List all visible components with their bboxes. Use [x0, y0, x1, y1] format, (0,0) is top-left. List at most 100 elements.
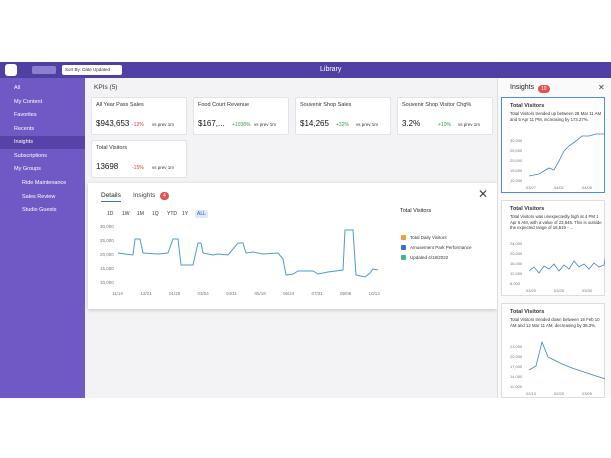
range-button[interactable]: 1Y	[182, 211, 189, 217]
details-panel: Details Insights 4 ✕ Total Visitors 1D 1W…	[88, 183, 497, 309]
insight-chart	[528, 340, 605, 380]
kpi-compare: vs prev 1m	[152, 122, 175, 127]
group-item[interactable]: Studio Guests	[22, 207, 57, 213]
kpi-compare: vs prev 1m	[254, 122, 277, 127]
insight-chart	[528, 257, 605, 274]
x-tick-label: 09/06	[340, 291, 352, 296]
close-insights[interactable]: ✕	[598, 83, 605, 92]
close-button[interactable]: ✕	[478, 187, 489, 201]
legend-icon	[401, 235, 406, 240]
x-tick-label: 10/13	[368, 291, 380, 296]
y-tick-label: 11,000	[510, 384, 522, 389]
nav-item[interactable]: Favorites	[14, 112, 37, 118]
kpi-compare: vs prev 1m	[356, 122, 379, 127]
y-tick-label: 10,000	[510, 178, 523, 183]
y-tick-label: 16,000	[510, 261, 523, 266]
range-button[interactable]: 1M	[137, 211, 144, 217]
kpi-card[interactable]: Souvenir Shop Sales $14,265 +32% vs prev 1m	[295, 97, 391, 135]
view-toggle[interactable]	[32, 66, 56, 74]
x-tick-label: 03/09	[582, 391, 593, 396]
kpi-compare: vs prev 1m	[458, 122, 481, 127]
kpi-change: +1038%	[232, 122, 251, 128]
kpi-title: Total Visitors	[96, 145, 128, 151]
kpi-value: 13698	[96, 162, 119, 171]
kpi-change: +32%	[336, 122, 349, 128]
kpi-card[interactable]: Food Court Revenue $167,... +1038% vs prev …	[193, 97, 289, 135]
line	[528, 133, 604, 177]
nav-item[interactable]: Subscriptions	[14, 152, 48, 159]
insight-card[interactable]: Total Visitors Total Visitors was unexpec…	[501, 200, 605, 296]
kpi-card[interactable]: Souvenir Shop Visitor Chg% 3.2% +10% vs pre…	[397, 97, 493, 135]
kpi-heading: KPIs (5)	[94, 84, 118, 91]
kpi-title: Food Court Revenue	[198, 102, 250, 108]
x-tick-label: 03/04	[197, 291, 209, 296]
nav-item[interactable]: My Content	[14, 98, 43, 105]
top-bar: Sort By: Date Updated Library	[0, 62, 611, 78]
y-tick-label: 24,000	[510, 241, 523, 246]
insight-card[interactable]: Total Visitors Total Visitors trended dow…	[501, 303, 605, 398]
legend-item: Amusement Park Performance	[410, 245, 472, 250]
legend-item: Total Daily Visitors	[410, 235, 447, 240]
insight-card[interactable]: Total Visitors Total Visitors trended up …	[501, 97, 605, 193]
y-tick-label: 30,000	[100, 224, 114, 229]
kpi-value: 3.2%	[402, 119, 421, 128]
range-button[interactable]: 1Q	[152, 211, 159, 217]
insight-chart	[528, 133, 604, 177]
kpi-value: $14,265	[300, 119, 329, 128]
y-tick-label: 25,000	[100, 238, 114, 243]
range-button[interactable]: 1D	[107, 211, 114, 217]
x-tick-label: 04/05	[582, 185, 593, 190]
insights-title: Insights	[510, 84, 535, 91]
y-tick-label: 20,000	[100, 252, 114, 257]
insight-text: Total Visitors trended down between 16 F…	[510, 317, 600, 328]
y-tick-label: 25,000	[510, 148, 523, 153]
x-tick-label: 03/25	[554, 288, 565, 293]
y-tick-label: 14,000	[510, 374, 523, 379]
y-tick-label: 20,000	[510, 251, 523, 256]
kpi-change: -15%	[132, 165, 144, 171]
group-item[interactable]: Ride Maintenance	[22, 180, 67, 186]
insight-text: Total Visitors was unexpectedly high at …	[510, 214, 602, 230]
nav-item[interactable]: All	[14, 85, 21, 91]
legend-icon	[401, 255, 406, 260]
y-tick-label: 23,000	[510, 344, 523, 349]
x-tick-label: 03/30	[582, 288, 593, 293]
range-button[interactable]: YTD	[167, 211, 177, 217]
y-tick-label: 30,000	[510, 138, 523, 143]
line	[528, 257, 605, 274]
sort-dropdown[interactable]: Sort By: Date Updated	[62, 65, 122, 75]
range-button[interactable]: ALL	[195, 210, 208, 218]
y-tick-label: 8,000	[510, 281, 521, 286]
kpi-card[interactable]: All Year Pass Sales $943,653 -12% vs prev 1…	[91, 97, 187, 135]
kpi-card[interactable]: Total Visitors 13698 -15% vs prev 1m	[91, 140, 187, 178]
page-title: Library	[320, 66, 342, 73]
nav-item[interactable]: My Groups	[14, 166, 41, 172]
nav-item[interactable]: Insights	[0, 136, 85, 149]
y-tick-label: 10,000	[100, 280, 114, 285]
kpi-compare: vs prev 1m	[152, 165, 175, 170]
x-tick-label: 11/14	[112, 291, 123, 296]
insight-title: Total Visitors	[510, 206, 545, 212]
kpi-value: $167,...	[198, 119, 225, 128]
logo[interactable]	[5, 64, 17, 76]
group-item[interactable]: Sales Review	[22, 193, 56, 200]
x-tick-label: 06/24	[283, 291, 295, 296]
y-tick-label: 12,000	[510, 271, 523, 276]
y-tick-label: 20,000	[510, 158, 523, 163]
details-tab[interactable]: Details	[101, 192, 121, 202]
line	[528, 340, 605, 380]
kpi-title: All Year Pass Sales	[96, 102, 144, 108]
kpi-title: Souvenir Shop Visitor Chg%	[402, 102, 472, 108]
nav-item[interactable]: Recents	[14, 125, 35, 132]
legend-title: Total Visitors	[400, 208, 432, 214]
range-button[interactable]: 1W	[122, 211, 130, 217]
insights-tab[interactable]: Insights	[133, 192, 156, 199]
kpi-change: -12%	[132, 122, 144, 128]
insight-text: Total Visitors trended up between 28 Mar…	[510, 111, 602, 122]
x-tick-label: 02/25	[554, 391, 565, 396]
y-tick-label: 15,000	[510, 168, 523, 173]
x-tick-label: 03/27	[526, 185, 537, 190]
insights-count: 10	[538, 85, 550, 93]
legend-item: Updated 4/18/2022	[410, 255, 449, 260]
insights-badge: 4	[160, 192, 169, 200]
